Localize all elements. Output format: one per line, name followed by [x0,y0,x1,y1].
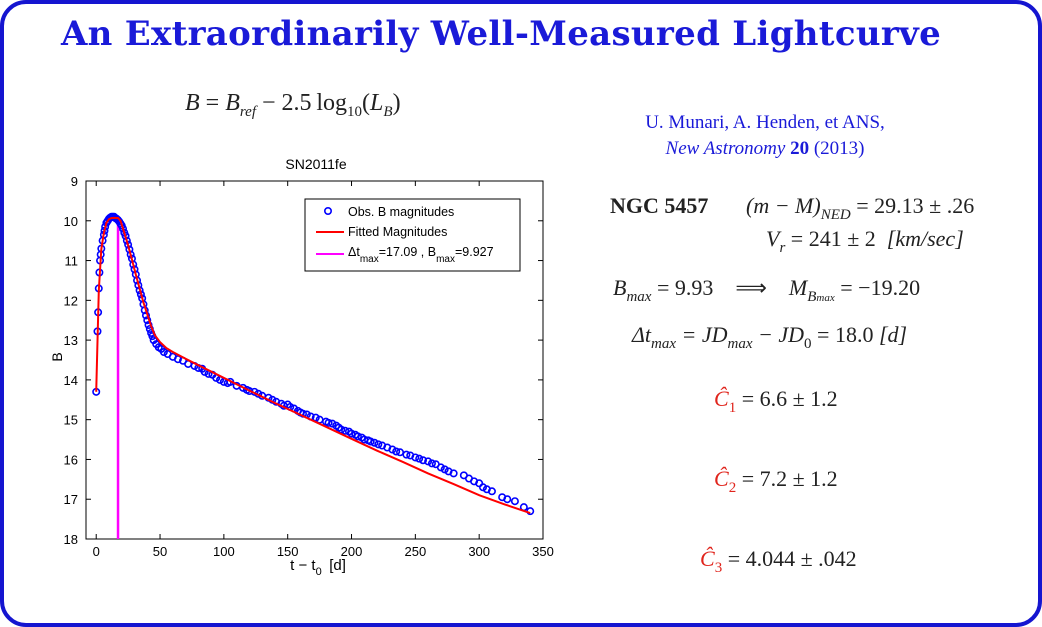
x-tick-label: 350 [532,544,554,559]
obs-point [388,445,397,454]
galaxy-name: NGC 5457 [610,193,709,218]
y-tick-label: 10 [64,214,78,229]
reference-journal: New Astronomy 20 (2013) [665,138,865,159]
obs-point [173,355,182,364]
magnitude-equation: B = Bref − 2.5 log10(LB) [185,90,401,120]
obs-point [347,429,356,438]
fitted-curve [95,216,531,515]
obs-point [436,463,445,472]
y-tick-label: 9 [71,174,78,189]
x-tick-label: 300 [468,544,490,559]
obs-point [374,440,383,449]
recession-velocity: Vr = 241 ± 2 [km/sec] [766,226,964,256]
obs-point [440,465,449,474]
y-axis-label: B [49,352,65,361]
obs-point [159,348,168,357]
legend-obs-marker [323,207,332,216]
series-marks [92,212,535,539]
x-tick-label: 0 [93,544,100,559]
legend-fit-label: Fitted Magnitudes [348,225,447,239]
obs-point [311,413,320,422]
obs-point [328,419,337,428]
x-tick-label: 50 [153,544,167,559]
y-axis: 9 10 11 12 13 14 15 16 17 18 [64,174,543,547]
y-tick-label: 14 [64,373,78,388]
obs-point [245,387,254,396]
obs-point [503,495,512,504]
coefficient-c3: Ĉ3 = 4.044 ± .042 [700,546,857,576]
distance-modulus: (m − M)NED = 29.13 ± .26 [746,193,975,223]
legend-box [304,198,521,272]
obs-point [424,457,433,466]
legend-vline-label: Δtmax=17.09 , Bmax=9.927 [348,245,494,265]
x-tick-label: 100 [213,544,235,559]
y-tick-label: 11 [65,254,79,269]
bmax-equation: Bmax = 9.93 ⟹ MBmax = −19.20 [613,275,921,305]
obs-point [449,469,458,478]
obs-point [415,454,424,463]
y-tick-label: 16 [64,452,78,467]
coefficient-c2: Ĉ2 = 7.2 ± 1.2 [714,466,838,496]
obs-point [353,432,362,441]
obs-point [411,453,420,462]
x-tick-label: 150 [277,544,299,559]
obs-point [324,418,333,427]
obs-point [392,447,401,456]
dtmax-equation: Δtmax = JDmax − JD0 = 18.0 [d] [632,322,908,352]
y-tick-label: 17 [64,492,78,507]
obs-point [487,487,496,496]
obs-point [427,459,436,468]
obs-point [366,437,375,446]
slide-title: An Extraordinarily Well-Measured Lightcu… [60,14,942,54]
x-axis-label: t − t0 [d] [290,557,346,578]
y-tick-label: 15 [64,413,78,428]
obs-point [341,426,350,435]
x-axis: 0 50 100 150 200 250 300 350 [93,181,554,559]
y-tick-label: 12 [64,293,78,308]
obs-point [479,483,488,492]
legend-obs-label: Obs. B magnitudes [348,205,454,219]
y-tick-label: 18 [64,532,78,547]
obs-point [419,456,428,465]
obs-point [370,438,379,447]
x-tick-label: 250 [404,544,426,559]
reference-authors: U. Munari, A. Henden, et ANS, [645,112,885,133]
legend: Obs. B magnitudes Fitted Magnitudes Δtma… [304,198,521,272]
coefficient-c1: Ĉ1 = 6.6 ± 1.2 [714,386,838,416]
y-tick-label: 13 [64,333,78,348]
obs-point [239,383,248,392]
obs-point [510,497,519,506]
obs-point [337,425,346,434]
x-tick-label: 200 [341,544,363,559]
obs-point [402,450,411,459]
chart-title: SN2011fe [285,156,346,172]
